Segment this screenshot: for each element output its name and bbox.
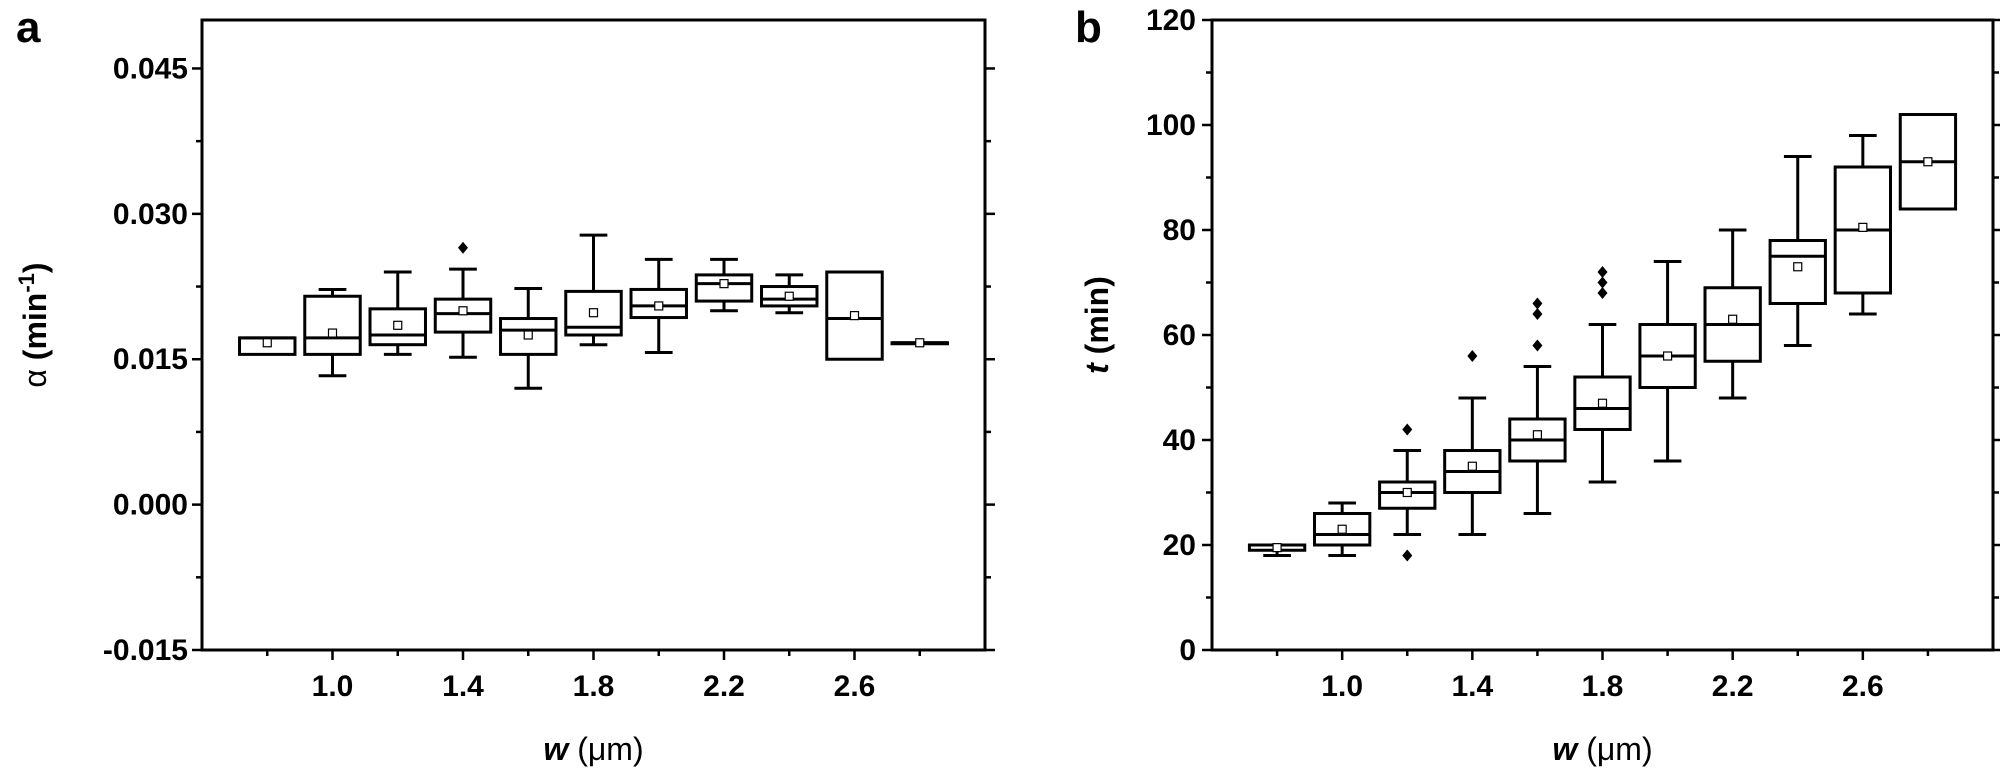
outlier-point bbox=[1467, 350, 1478, 362]
mean-marker bbox=[1793, 262, 1803, 272]
box-group-2 bbox=[629, 257, 688, 354]
y-tick-label: 100 bbox=[1146, 109, 1196, 142]
box-group-1_4 bbox=[1443, 350, 1502, 536]
box-iqr bbox=[303, 294, 362, 356]
y-tick-label: 120 bbox=[1146, 4, 1196, 37]
box-group-1_2 bbox=[1378, 423, 1437, 562]
x-axis-title: w (μm) bbox=[1552, 731, 1652, 767]
x-axis-variable: w bbox=[543, 731, 570, 767]
box-group-2_4 bbox=[760, 273, 819, 315]
outlier-point bbox=[458, 241, 468, 254]
box-group-1_2 bbox=[368, 270, 427, 356]
mean-marker bbox=[915, 338, 925, 348]
outlier-point bbox=[1597, 266, 1608, 278]
mean-marker bbox=[1923, 157, 1933, 167]
mean-marker bbox=[588, 308, 599, 318]
x-tick-label: 1.8 bbox=[1582, 670, 1624, 703]
outlier-point bbox=[1532, 308, 1543, 320]
mean-marker bbox=[1532, 430, 1543, 440]
x-tick-label: 2.6 bbox=[1842, 670, 1884, 703]
x-axis-unit: (μm) bbox=[1577, 731, 1652, 767]
mean-marker bbox=[1662, 351, 1673, 361]
x-tick-label: 2.2 bbox=[1712, 670, 1754, 703]
mean-marker bbox=[1337, 524, 1347, 534]
y-tick-label: 80 bbox=[1163, 214, 1196, 247]
outlier-point bbox=[1402, 423, 1413, 436]
x-axis-unit: (μm) bbox=[568, 731, 643, 767]
box-group-2_2 bbox=[1703, 228, 1762, 400]
mean-marker bbox=[523, 330, 533, 340]
mean-marker bbox=[327, 328, 338, 338]
outlier-point bbox=[1532, 339, 1543, 352]
mean-marker bbox=[458, 306, 468, 316]
mean-marker bbox=[262, 338, 272, 348]
y-axis-close: ) bbox=[17, 262, 53, 273]
x-tick-label: 2.6 bbox=[834, 670, 876, 703]
y-axis-superscript: -1 bbox=[14, 273, 39, 293]
outlier-point bbox=[1597, 287, 1608, 299]
box-group-1_6 bbox=[1508, 297, 1567, 515]
panel-b-time-chart: b 0 20 40 60 80 100 120 1.0 1.4 1.8 2.2 2.6 w (μm) t (… bbox=[1075, 3, 2000, 767]
box-group-2_4 bbox=[1768, 155, 1827, 347]
mean-marker bbox=[1272, 543, 1282, 553]
x-tick-label: 1.0 bbox=[312, 670, 354, 703]
box-group-0_8 bbox=[238, 336, 297, 356]
mean-marker bbox=[849, 311, 860, 321]
box-iqr bbox=[1573, 375, 1632, 431]
box-group-2_6 bbox=[825, 270, 884, 361]
box-group-1_8 bbox=[564, 233, 623, 347]
x-tick-label: 1.0 bbox=[1321, 670, 1363, 703]
mean-marker bbox=[1728, 314, 1738, 324]
x-tick-label: 1.4 bbox=[442, 670, 484, 703]
box-group-0_8 bbox=[1247, 543, 1307, 557]
x-tick-label: 1.8 bbox=[573, 670, 615, 703]
y-tick-label: 0 bbox=[1179, 634, 1196, 667]
box-group-2_6 bbox=[1833, 134, 1892, 316]
box-group-2_2 bbox=[694, 257, 754, 313]
y-tick-label: 0.015 bbox=[113, 343, 188, 376]
mean-marker bbox=[654, 301, 664, 311]
outlier-point bbox=[1532, 297, 1543, 310]
box-iqr bbox=[433, 297, 493, 334]
mean-marker bbox=[1858, 222, 1868, 232]
y-tick-label: 20 bbox=[1163, 529, 1196, 562]
panel-label: b bbox=[1075, 3, 1102, 52]
box-group-1 bbox=[303, 287, 362, 378]
box-group-1 bbox=[1313, 501, 1372, 557]
outlier-point bbox=[1402, 549, 1413, 562]
mean-marker bbox=[719, 279, 729, 289]
mean-marker bbox=[1402, 487, 1412, 498]
x-tick-label: 2.2 bbox=[703, 670, 745, 703]
box-group-2_8 bbox=[1898, 113, 1958, 211]
y-tick-label: -0.015 bbox=[103, 634, 188, 667]
panel-label: a bbox=[16, 3, 41, 52]
x-axis-variable: w bbox=[1552, 731, 1579, 767]
mean-marker bbox=[1467, 461, 1477, 471]
y-axis-title: α (min-1) bbox=[14, 262, 53, 387]
y-axis-variable: t bbox=[1079, 362, 1115, 374]
mean-marker bbox=[784, 291, 794, 301]
outlier-point bbox=[1597, 276, 1608, 289]
y-tick-label: 40 bbox=[1163, 424, 1196, 457]
y-axis-unit: (min bbox=[17, 293, 53, 369]
mean-marker bbox=[1597, 398, 1608, 408]
mean-marker bbox=[393, 320, 403, 330]
y-axis-title: t (min) bbox=[1079, 276, 1115, 374]
panel-a-alpha-chart: a -0.015 0.000 0.015 0.030 0.045 1.0 1.4 1.8 2.2 2… bbox=[14, 3, 995, 767]
box-group-1_4 bbox=[433, 241, 493, 359]
box-group-1_6 bbox=[499, 286, 558, 390]
y-tick-label: 60 bbox=[1163, 319, 1196, 352]
y-tick-label: 0.030 bbox=[113, 198, 188, 231]
x-axis-title: w (μm) bbox=[543, 731, 643, 767]
box-group-1_8 bbox=[1573, 266, 1632, 484]
y-tick-label: 0.000 bbox=[113, 489, 188, 522]
y-tick-label: 0.045 bbox=[113, 52, 188, 85]
y-axis-unit: (min) bbox=[1079, 276, 1115, 363]
box-group-2 bbox=[1638, 260, 1697, 463]
box-iqr bbox=[1768, 239, 1827, 305]
box-group-2_8 bbox=[890, 338, 949, 348]
y-axis-variable: α bbox=[17, 369, 53, 388]
x-tick-label: 1.4 bbox=[1451, 670, 1493, 703]
